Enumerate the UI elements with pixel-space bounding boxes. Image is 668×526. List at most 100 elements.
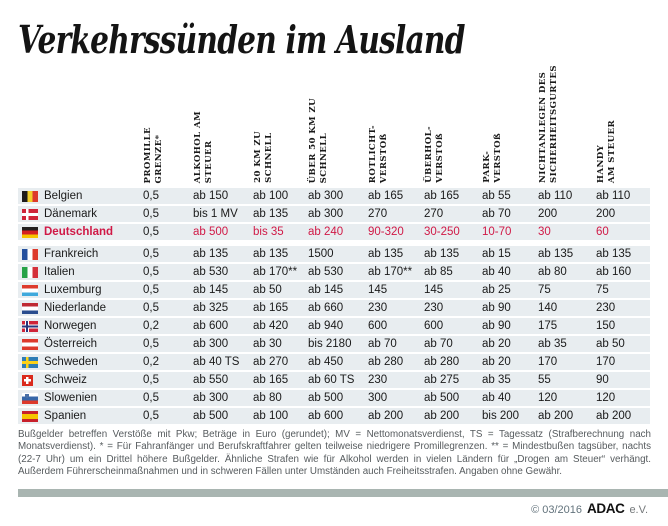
fine-value: bis 35 — [253, 226, 284, 238]
fine-value: bis 1 MV — [193, 208, 238, 220]
fine-value: ab 35 — [482, 374, 511, 386]
fine-value: 0,5 — [143, 284, 159, 296]
fine-value: 300 — [368, 392, 388, 404]
fine-value: ab 60 TS — [308, 374, 355, 386]
fine-value: ab 50 — [253, 284, 282, 296]
fine-value: ab 500 — [193, 410, 229, 422]
fine-value: 1500 — [308, 248, 334, 260]
table-row: Schweiz 0,5 ab 550 ab 165 ab 60 TS 230 ab 275 a… — [18, 372, 650, 388]
fine-value: ab 325 — [193, 302, 229, 314]
fine-value: ab 165 — [253, 374, 289, 386]
fine-value: ab 280 — [368, 356, 404, 368]
fine-value: ab 25 — [482, 284, 511, 296]
country-cell: Dänemark — [18, 208, 143, 220]
column-header: ÜBER 50 KM ZU SCHNELL — [308, 97, 329, 183]
fine-value: ab 135 — [253, 208, 289, 220]
fine-value: 150 — [596, 320, 616, 332]
country-cell: Deutschland — [18, 226, 143, 238]
copyright-date: © 03/2016 — [531, 504, 583, 516]
flag-be-icon — [22, 190, 38, 202]
column-header: ROTLICHT- VERSTOß — [368, 124, 389, 183]
fine-value: 0,5 — [143, 338, 159, 350]
fine-value: 90-320 — [368, 226, 404, 238]
fine-value: 270 — [424, 208, 444, 220]
fine-value: ab 200 — [424, 410, 460, 422]
fine-value: 170 — [538, 356, 558, 368]
fine-value: ab 165 — [368, 190, 404, 202]
flag-de-icon — [22, 226, 38, 238]
country-cell: Slowenien — [18, 392, 143, 404]
fine-value: 90 — [596, 374, 609, 386]
flag-se-icon — [22, 356, 38, 368]
country-name: Österreich — [44, 338, 98, 350]
fine-value: ab 20 — [482, 356, 511, 368]
table-row: Norwegen 0,2 ab 600 ab 420 ab 940 600 600 ab 90… — [18, 318, 650, 334]
country-cell: Italien — [18, 266, 143, 278]
fine-value: 75 — [538, 284, 551, 296]
fine-value: 600 — [424, 320, 444, 332]
table-row: Spanien 0,5 ab 500 ab 100 ab 600 ab 200 ab 200… — [18, 408, 650, 424]
country-cell: Spanien — [18, 410, 143, 422]
fine-value: ab 55 — [482, 190, 511, 202]
adac-logo: ADAC — [587, 500, 625, 517]
fine-value: ab 40 TS — [193, 356, 240, 368]
flag-ch-icon — [22, 374, 33, 386]
fine-value: ab 100 — [253, 190, 289, 202]
fine-value: ab 110 — [538, 190, 573, 202]
country-name: Belgien — [44, 190, 83, 202]
fine-value: ab 70 — [368, 338, 397, 350]
fine-value: ab 275 — [424, 374, 460, 386]
fine-value: 0,5 — [143, 208, 159, 220]
table-row: Luxemburg 0,5 ab 145 ab 50 ab 145 145 145 ab 25… — [18, 282, 650, 298]
country-cell: Niederlande — [18, 302, 143, 314]
fine-value: ab 150 — [193, 190, 229, 202]
fine-value: ab 135 — [538, 248, 574, 260]
fine-value: ab 85 — [424, 266, 453, 278]
table-row: Frankreich 0,5 ab 135 ab 135 1500 ab 135 ab 13… — [18, 246, 650, 262]
fine-value: 0,2 — [143, 320, 159, 332]
fine-value: ab 145 — [193, 284, 229, 296]
fine-value: 0,5 — [143, 410, 159, 422]
fine-value: ab 40 — [482, 392, 511, 404]
country-name: Frankreich — [44, 248, 99, 260]
flag-dk-icon — [22, 208, 38, 220]
fine-value: 230 — [368, 302, 388, 314]
fine-value: ab 170** — [253, 266, 298, 278]
fine-value: ab 135 — [424, 248, 460, 260]
flag-es-icon — [22, 410, 38, 422]
fine-value: ab 600 — [308, 410, 344, 422]
fine-value: ab 90 — [482, 302, 511, 314]
table-row: Italien 0,5 ab 530 ab 170** ab 530 ab 170** ab… — [18, 264, 650, 280]
fine-value: ab 200 — [538, 410, 574, 422]
fine-value: ab 110 — [596, 190, 631, 202]
table-row: Slowenien 0,5 ab 300 ab 80 ab 500 300 ab 500 ab… — [18, 390, 650, 406]
fine-value: ab 135 — [193, 248, 229, 260]
footer-bar — [18, 489, 668, 497]
fine-value: ab 135 — [253, 248, 289, 260]
fine-value: 230 — [424, 302, 444, 314]
flag-lu-icon — [22, 284, 38, 296]
fine-value: 0,5 — [143, 392, 159, 404]
country-name: Niederlande — [44, 302, 107, 314]
fine-value: ab 135 — [368, 248, 404, 260]
country-cell: Belgien — [18, 190, 143, 202]
fine-value: 145 — [424, 284, 444, 296]
fine-value: 600 — [368, 320, 388, 332]
fine-value: ab 160 — [596, 266, 632, 278]
column-header: PARK- VERSTOß — [482, 133, 503, 183]
column-header: ÜBERHOL- VERSTOß — [424, 126, 445, 183]
fine-value: ab 500 — [193, 226, 229, 238]
fine-value: 0,5 — [143, 374, 159, 386]
country-cell: Schweden — [18, 356, 143, 368]
footnote: Bußgelder betreffen Verstöße mit Pkw; Be… — [18, 429, 651, 478]
fine-value: ab 90 — [482, 320, 511, 332]
fine-value: 0,5 — [143, 266, 159, 278]
column-headers: PROMILLE GRENZE* ALKOHOL AM STEUER 20 KM Z… — [18, 58, 650, 185]
fine-value: 140 — [538, 302, 558, 314]
fine-value: bis 200 — [482, 410, 520, 422]
fine-value: ab 500 — [308, 392, 344, 404]
fine-value: bis 2180 — [308, 338, 352, 350]
fine-value: 60 — [596, 226, 609, 238]
fine-value: 30 — [538, 226, 551, 238]
